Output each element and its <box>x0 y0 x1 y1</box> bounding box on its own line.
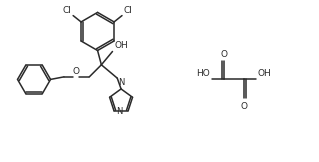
Text: Cl: Cl <box>63 6 72 15</box>
Text: O: O <box>241 102 248 111</box>
Text: N: N <box>116 107 122 116</box>
Text: OH: OH <box>115 41 128 50</box>
Text: Cl: Cl <box>123 6 132 15</box>
Text: N: N <box>118 78 124 87</box>
Text: OH: OH <box>258 69 271 78</box>
Text: HO: HO <box>196 69 210 78</box>
Text: O: O <box>220 50 227 59</box>
Text: O: O <box>72 67 79 76</box>
